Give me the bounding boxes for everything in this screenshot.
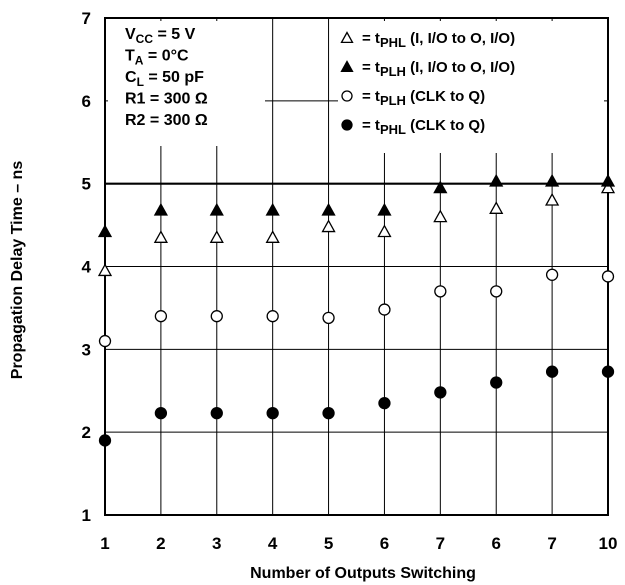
data-point-circle-filled bbox=[98, 434, 112, 447]
data-point-triangle-open bbox=[321, 219, 336, 233]
data-point-circle-filled bbox=[154, 406, 168, 420]
y-tick-label: 2 bbox=[82, 423, 91, 442]
data-point-circle-filled bbox=[490, 376, 503, 389]
x-tick-label: 4 bbox=[268, 534, 278, 553]
x-tick-label: 3 bbox=[212, 534, 221, 553]
legend-marker bbox=[340, 31, 354, 44]
legend-marker bbox=[340, 60, 354, 73]
legend-label: = tPHL (CLK to Q) bbox=[362, 117, 485, 137]
data-point-triangle-open bbox=[265, 230, 280, 243]
data-point-circle-open bbox=[378, 303, 391, 316]
condition-label: TA = 0°C bbox=[125, 48, 189, 68]
data-point-circle-open bbox=[545, 268, 559, 281]
data-point-triangle-open bbox=[153, 230, 168, 243]
y-tick-label: 6 bbox=[82, 92, 91, 111]
data-point-circle-filled bbox=[322, 406, 335, 420]
y-tick-label: 5 bbox=[82, 175, 91, 194]
data-point-triangle-open bbox=[97, 263, 113, 277]
data-point-triangle-filled bbox=[265, 202, 280, 216]
y-tick-label: 3 bbox=[82, 340, 91, 359]
data-point-triangle-filled bbox=[377, 202, 392, 216]
data-point-circle-filled bbox=[378, 397, 391, 410]
data-point-triangle-filled bbox=[545, 173, 560, 187]
condition-label: VCC = 5 V bbox=[125, 26, 196, 46]
data-point-circle-open bbox=[490, 285, 503, 298]
y-tick-label: 1 bbox=[82, 506, 91, 525]
legend-marker bbox=[341, 90, 353, 102]
x-tick-label: 7 bbox=[436, 534, 445, 553]
data-marks bbox=[97, 173, 616, 447]
x-tick-label: 6 bbox=[380, 534, 389, 553]
condition-label: R2 = 300 Ω bbox=[125, 112, 208, 129]
data-point-circle-open bbox=[266, 310, 279, 323]
data-point-circle-open bbox=[601, 270, 615, 283]
data-point-triangle-filled bbox=[600, 173, 616, 187]
data-point-circle-filled bbox=[601, 365, 615, 378]
legend-box bbox=[338, 21, 604, 153]
x-axis-title: Number of Outputs Switching bbox=[250, 565, 476, 582]
y-tick-label: 7 bbox=[82, 9, 91, 28]
data-point-circle-open bbox=[322, 311, 335, 325]
condition-label: R1 = 300 Ω bbox=[125, 91, 208, 108]
y-tick-label: 4 bbox=[82, 258, 92, 277]
data-point-triangle-open bbox=[377, 224, 392, 238]
x-tick-label: 10 bbox=[599, 534, 618, 553]
axis-ticks: 1 2 3 4 5 6 7 1 2 3 4 5 6 7 6 7 10 bbox=[82, 9, 618, 553]
data-point-circle-open bbox=[210, 310, 223, 323]
data-point-circle-open bbox=[98, 334, 112, 348]
legend-label: = tPLH (I, I/O to O, I/O) bbox=[362, 59, 515, 79]
x-tick-label: 6 bbox=[491, 534, 500, 553]
x-tick-label: 5 bbox=[324, 534, 333, 553]
data-point-triangle-open bbox=[433, 209, 448, 223]
y-axis-title: Propagation Delay Time – ns bbox=[9, 161, 26, 380]
data-point-triangle-filled bbox=[489, 173, 504, 187]
legend-marker bbox=[341, 119, 353, 131]
data-point-circle-filled bbox=[434, 386, 447, 399]
data-point-triangle-filled bbox=[433, 180, 448, 194]
data-point-circle-filled bbox=[210, 406, 223, 420]
data-point-triangle-filled bbox=[321, 202, 336, 216]
condition-label: CL = 50 pF bbox=[125, 69, 204, 89]
data-point-triangle-filled bbox=[209, 202, 224, 216]
x-tick-label: 1 bbox=[100, 534, 109, 553]
data-point-circle-filled bbox=[545, 365, 559, 378]
data-point-triangle-open bbox=[209, 230, 224, 243]
x-tick-label: 7 bbox=[547, 534, 556, 553]
data-point-circle-open bbox=[154, 310, 168, 323]
conditions-box bbox=[108, 21, 265, 146]
data-point-triangle-filled bbox=[153, 202, 168, 216]
data-point-triangle-open bbox=[600, 180, 616, 194]
legend-label: = tPLH (CLK to Q) bbox=[362, 88, 485, 108]
data-point-triangle-open bbox=[489, 201, 504, 214]
data-point-circle-open bbox=[434, 285, 447, 298]
data-point-triangle-filled bbox=[97, 224, 113, 238]
legend-label: = tPHL (I, I/O to O, I/O) bbox=[362, 30, 515, 50]
data-point-circle-filled bbox=[266, 406, 279, 420]
data-point-triangle-open bbox=[545, 192, 560, 206]
annotations: VCC = 5 VTA = 0°CCL = 50 pF R1 = 300 Ω R2 … bbox=[108, 21, 604, 153]
x-tick-label: 2 bbox=[156, 534, 165, 553]
